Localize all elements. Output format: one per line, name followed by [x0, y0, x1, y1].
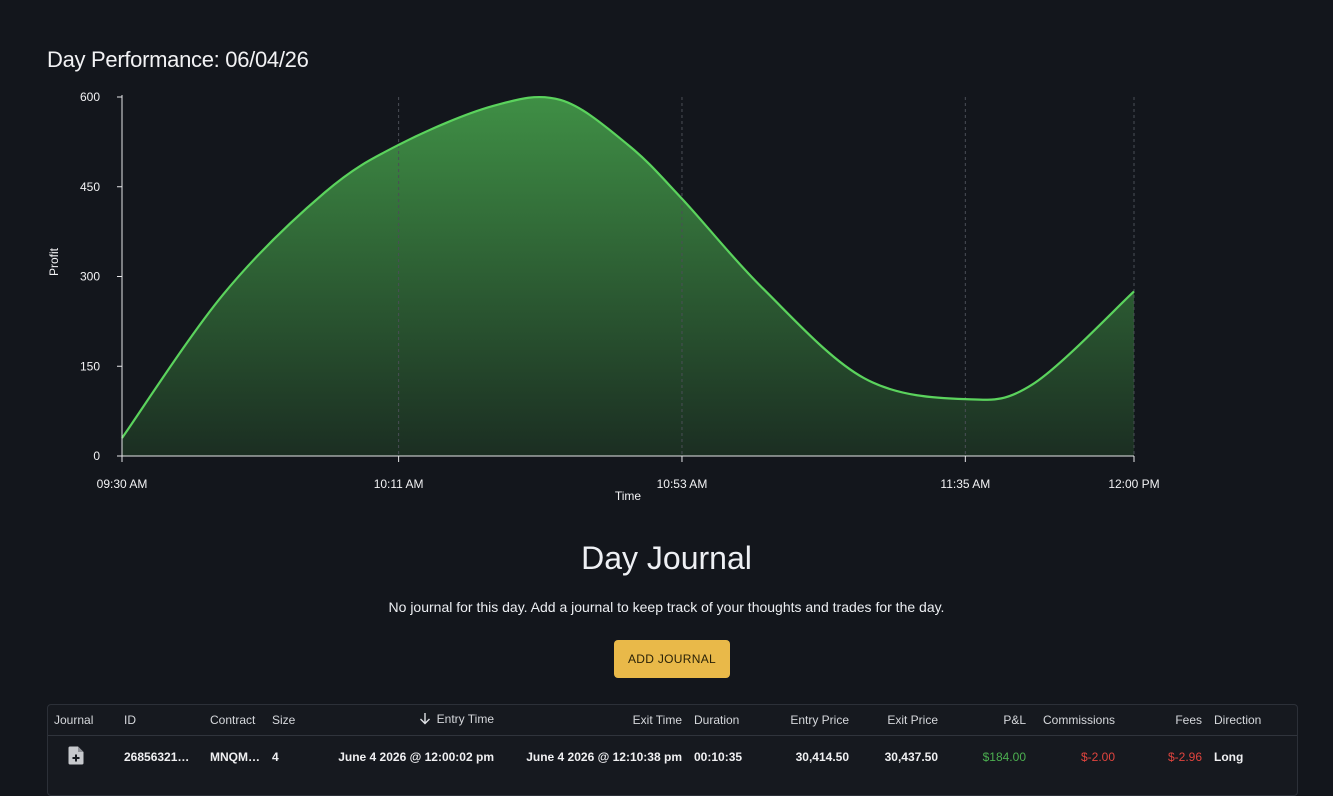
y-tick-label: 450 — [80, 180, 100, 194]
y-axis-label: Profit — [47, 247, 61, 276]
trade-exit-price: 30,437.50 — [884, 750, 938, 764]
table-header-row: Journal ID Contract Size Entry Time Exit… — [48, 705, 1297, 736]
col-header-entry-time-label: Entry Time — [436, 712, 494, 726]
y-tick-label: 300 — [80, 270, 100, 284]
col-header-journal[interactable]: Journal — [48, 705, 118, 736]
journal-heading: Day Journal — [581, 540, 752, 576]
col-header-size[interactable]: Size — [266, 705, 304, 736]
journal-cell[interactable] — [48, 736, 118, 779]
profit-line — [121, 95, 1135, 439]
journal-empty-message: No journal for this day. Add a journal t… — [388, 599, 945, 615]
col-header-commissions[interactable]: Commissions — [1032, 705, 1121, 736]
col-header-exit-time[interactable]: Exit Time — [500, 705, 688, 736]
table-row[interactable]: 26856321… MNQM26 4 June 4 2026 @ 12:00:0… — [48, 736, 1297, 779]
col-header-exit-price[interactable]: Exit Price — [855, 705, 944, 736]
y-tick-label: 0 — [93, 449, 100, 463]
col-header-contract[interactable]: Contract — [204, 705, 266, 736]
y-tick-label: 600 — [80, 90, 100, 104]
trade-entry-price: 30,414.50 — [795, 750, 849, 764]
col-header-pnl[interactable]: P&L — [944, 705, 1032, 736]
sort-descending-icon[interactable] — [419, 712, 431, 728]
col-header-id[interactable]: ID — [118, 705, 204, 736]
trade-direction: Long — [1214, 750, 1244, 764]
col-header-duration[interactable]: Duration — [688, 705, 766, 736]
col-header-fees[interactable]: Fees — [1121, 705, 1208, 736]
trade-duration: 00:10:35 — [694, 750, 743, 764]
col-header-entry-time[interactable]: Entry Time — [304, 705, 500, 736]
x-tick-label: 12:00 PM — [1108, 477, 1159, 491]
x-axis-label: Time — [615, 489, 642, 503]
trade-exit-time: June 4 2026 @ 12:10:38 pm — [526, 750, 682, 764]
x-tick-label: 10:11 AM — [374, 477, 424, 491]
add-journal-button[interactable]: ADD JOURNAL — [614, 640, 730, 678]
trade-entry-time: June 4 2026 @ 12:00:02 pm — [338, 750, 494, 764]
x-tick-label: 10:53 AM — [657, 477, 708, 491]
add-note-icon[interactable] — [68, 746, 84, 768]
x-tick-label: 11:35 AM — [940, 477, 990, 491]
col-header-entry-price[interactable]: Entry Price — [766, 705, 855, 736]
profit-area — [122, 96, 1134, 456]
trade-size: 4 — [272, 750, 279, 764]
col-header-direction[interactable]: Direction — [1208, 705, 1297, 736]
trade-pnl: $184.00 — [982, 750, 1026, 764]
y-tick-label: 150 — [80, 359, 100, 373]
page-title: Day Performance: 06/04/26 — [47, 47, 309, 72]
x-tick-label: 09:30 AM — [97, 477, 148, 491]
trade-contract: MNQM26 — [210, 750, 262, 764]
performance-chart: 0 150 300 450 600 09:30 AM 10:11 AM 10:53 AM 11:… — [47, 90, 1160, 503]
trade-fees: $-2.96 — [1167, 750, 1202, 764]
trades-table: Journal ID Contract Size Entry Time Exit… — [47, 704, 1298, 796]
trade-commissions: $-2.00 — [1080, 750, 1115, 764]
trade-id: 26856321… — [124, 750, 190, 764]
